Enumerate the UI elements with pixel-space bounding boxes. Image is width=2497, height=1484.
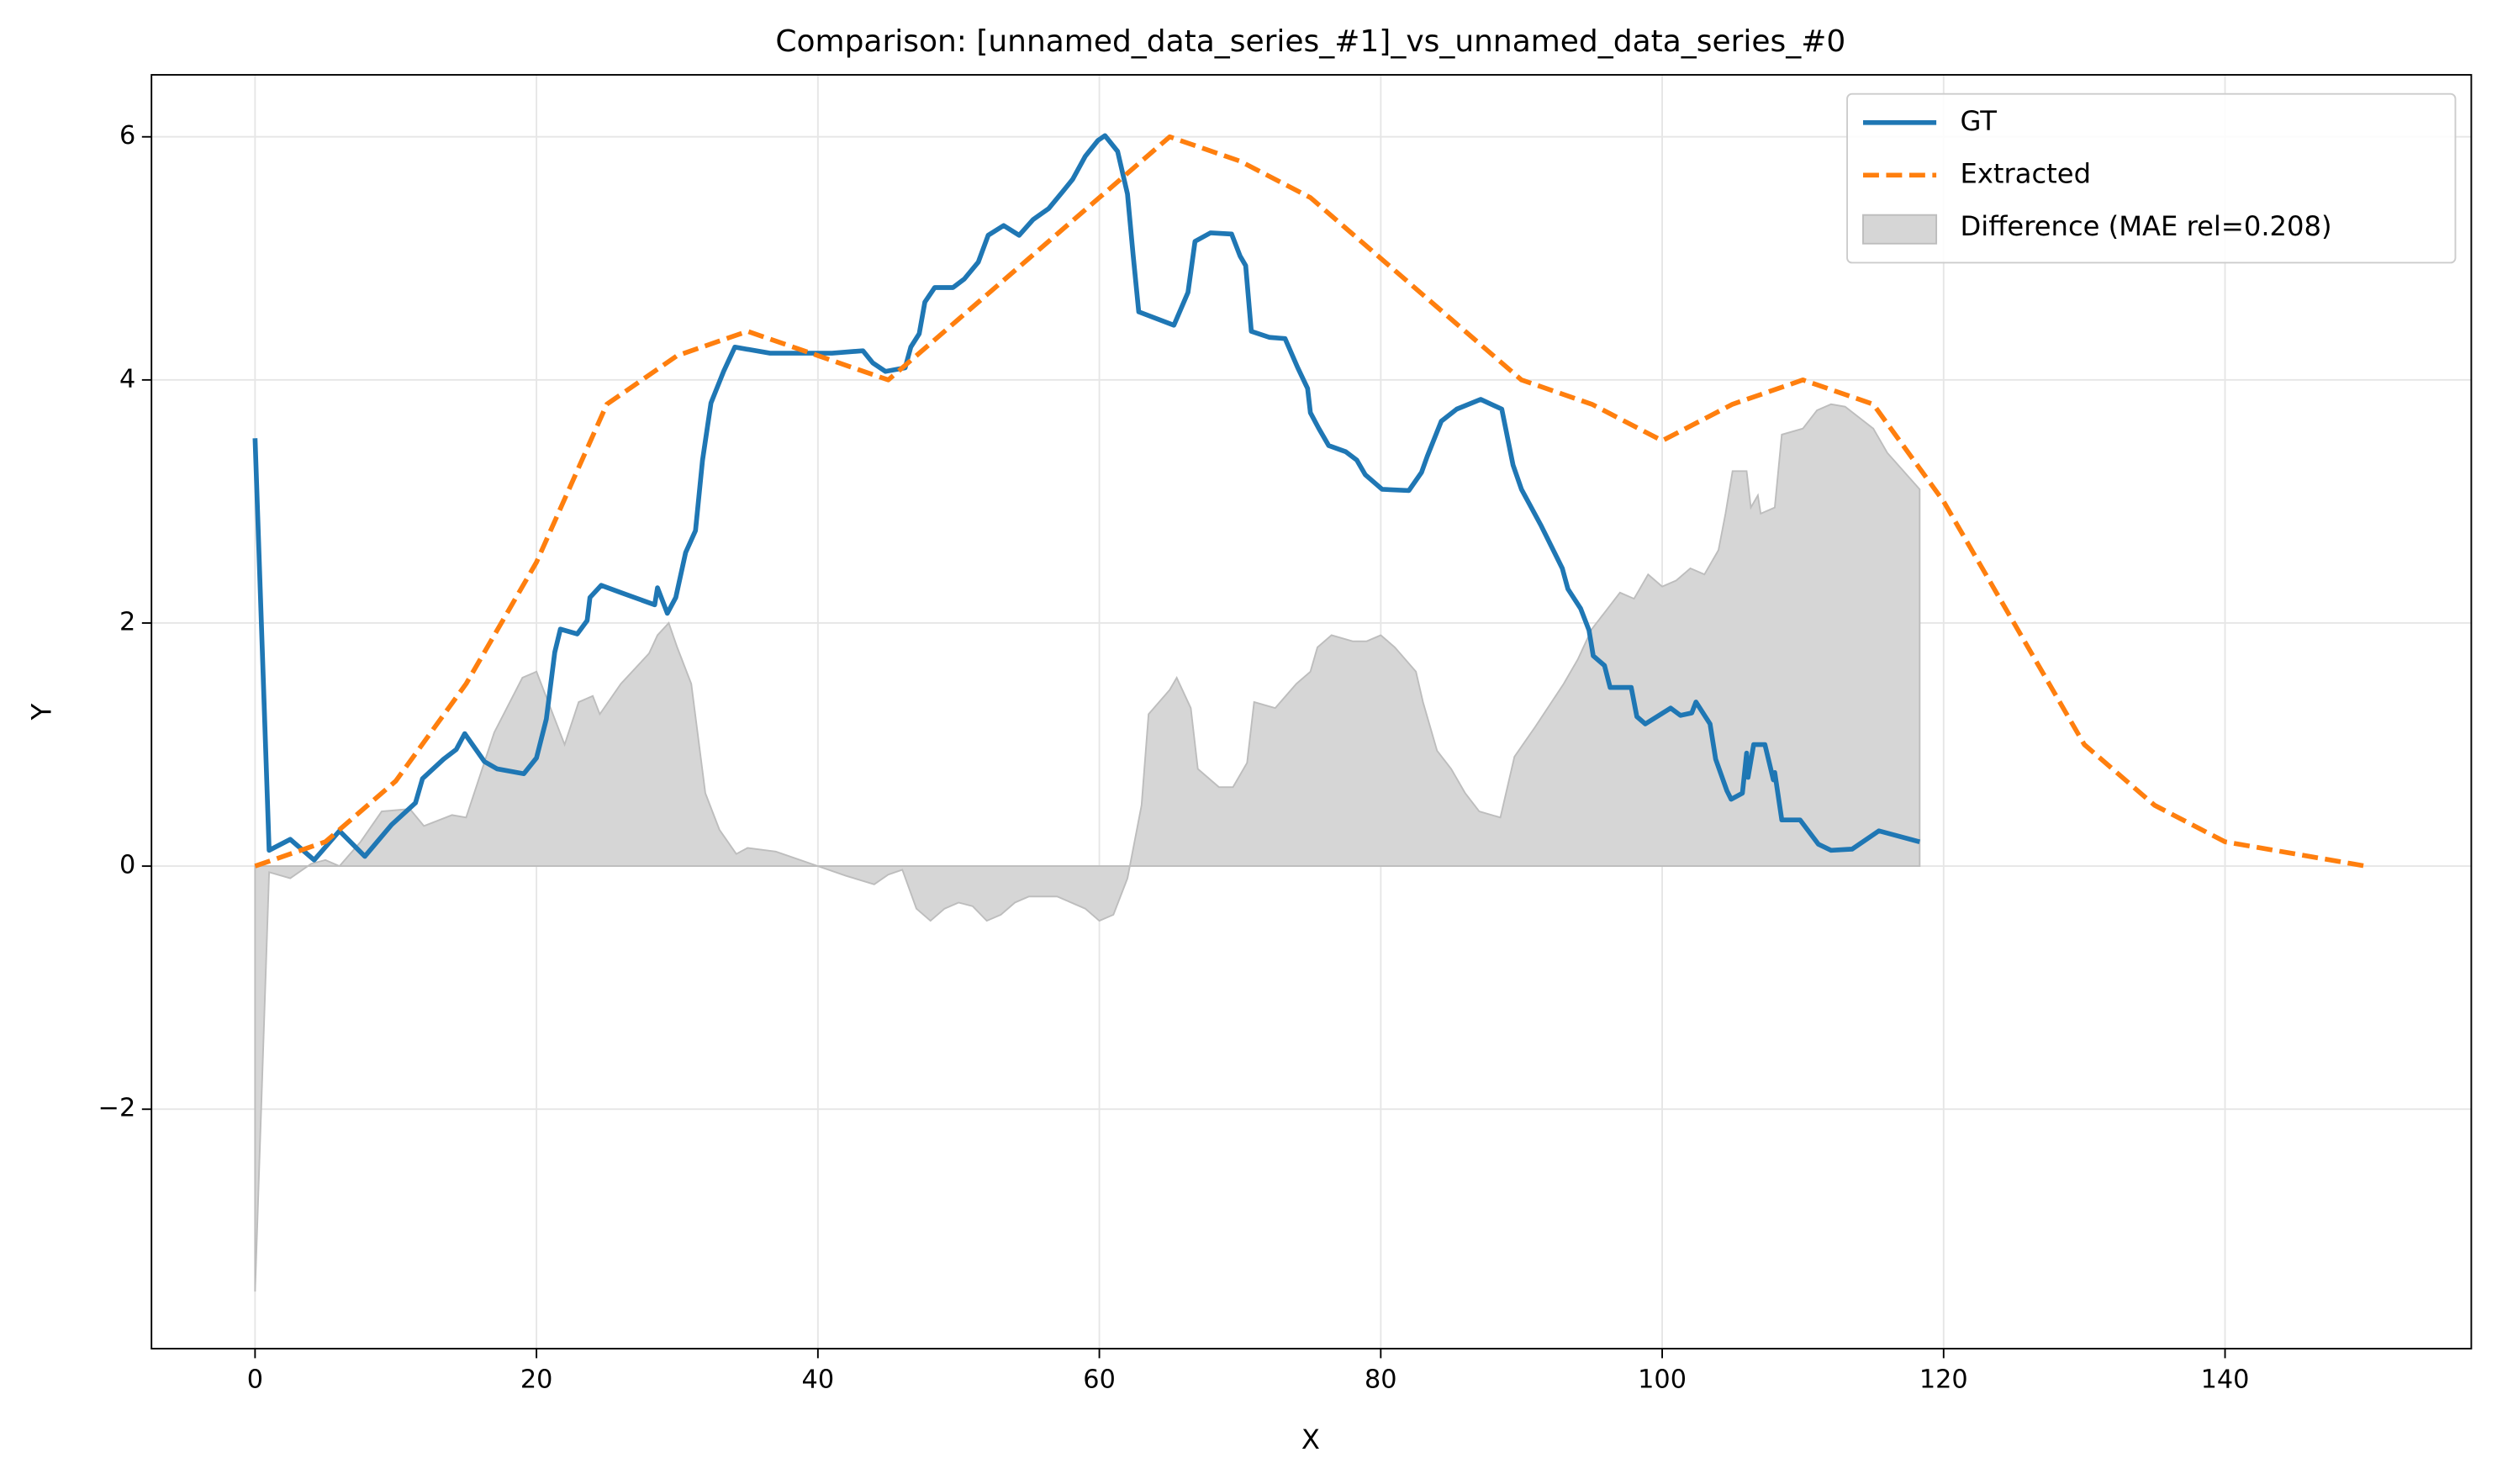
legend-box bbox=[1846, 92, 2457, 264]
legend-label: Difference (MAE rel=0.208) bbox=[1961, 210, 2332, 242]
y-tick-label: 0 bbox=[119, 851, 135, 880]
y-tick-label: −2 bbox=[98, 1094, 136, 1123]
x-tick-label: 120 bbox=[1919, 1365, 1968, 1394]
legend-label: GT bbox=[1961, 105, 1998, 137]
y-tick-label: 2 bbox=[119, 607, 135, 636]
plot bbox=[252, 133, 2367, 1292]
legend-swatch bbox=[1862, 214, 1938, 245]
series-line bbox=[254, 134, 2367, 869]
x-tick-label: 80 bbox=[1365, 1365, 1397, 1394]
axes: 0 20 40 60 80 100 120 140 −2 0 2 4 6 bbox=[98, 74, 2473, 1394]
y-tick-label: 6 bbox=[119, 121, 135, 151]
chart-title: Comparison: [unnamed_data_series_#1]_vs_… bbox=[775, 24, 1845, 59]
legend: GT Extracted Difference (MAE rel=0.208) bbox=[1846, 92, 2457, 264]
y-axis-label: Y bbox=[25, 703, 57, 721]
x-tick-label: 40 bbox=[802, 1365, 835, 1394]
x-axis-label: X bbox=[1301, 1423, 1320, 1455]
y-tick-label: 4 bbox=[119, 364, 135, 393]
series-line bbox=[252, 133, 1921, 863]
x-tick-label: 140 bbox=[2201, 1365, 2250, 1394]
x-tick-label: 20 bbox=[520, 1365, 553, 1394]
x-tick-label: 0 bbox=[247, 1365, 263, 1394]
difference-area bbox=[254, 403, 1921, 1292]
plot-frame bbox=[150, 74, 2473, 1349]
x-tick-label: 60 bbox=[1083, 1365, 1116, 1394]
legend-label: Extracted bbox=[1961, 157, 2092, 189]
x-tick-label: 100 bbox=[1638, 1365, 1687, 1394]
